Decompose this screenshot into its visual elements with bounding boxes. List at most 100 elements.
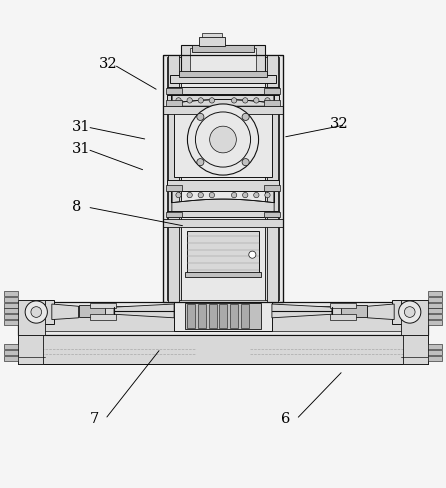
Bar [401, 300, 428, 335]
Bar [163, 55, 283, 302]
Circle shape [198, 98, 203, 103]
Bar [163, 106, 283, 114]
Bar [4, 291, 18, 296]
Bar [187, 304, 195, 328]
Circle shape [249, 251, 256, 258]
Circle shape [254, 98, 259, 103]
Bar [428, 350, 442, 355]
Bar [167, 87, 279, 94]
Text: 31: 31 [72, 142, 91, 156]
Circle shape [198, 192, 203, 198]
Circle shape [25, 301, 47, 323]
Bar [4, 345, 18, 349]
Bar [330, 303, 356, 308]
Circle shape [187, 98, 192, 103]
Polygon shape [172, 191, 274, 213]
Polygon shape [114, 304, 174, 318]
Bar [168, 55, 179, 302]
Bar [185, 303, 261, 329]
Bar [209, 304, 217, 328]
Circle shape [231, 98, 237, 103]
Polygon shape [52, 304, 78, 320]
Polygon shape [172, 95, 274, 106]
Circle shape [176, 98, 181, 103]
Circle shape [209, 98, 215, 103]
Bar [166, 101, 182, 106]
Bar [264, 101, 280, 106]
Circle shape [176, 192, 181, 198]
Circle shape [209, 192, 215, 198]
Bar [428, 303, 442, 307]
Bar [4, 303, 18, 307]
Text: 8: 8 [72, 200, 81, 214]
Bar [166, 211, 182, 217]
Circle shape [31, 306, 41, 317]
Circle shape [210, 126, 236, 153]
Circle shape [197, 113, 204, 121]
Bar [198, 37, 225, 46]
Circle shape [243, 98, 248, 103]
Circle shape [187, 104, 259, 175]
Bar [192, 45, 254, 52]
Bar [264, 88, 280, 94]
Bar [169, 75, 277, 83]
Bar [18, 300, 45, 335]
Bar [163, 55, 283, 302]
Bar [428, 320, 442, 325]
Bar [181, 45, 265, 75]
Bar [241, 304, 249, 328]
Bar [4, 350, 18, 355]
Bar [174, 104, 272, 177]
Bar [428, 297, 442, 302]
Bar [202, 33, 222, 37]
Circle shape [242, 159, 249, 166]
Bar [90, 303, 116, 308]
Bar [267, 55, 278, 302]
Bar [174, 302, 272, 331]
Bar [90, 314, 116, 320]
Bar [187, 231, 259, 275]
Bar [18, 302, 428, 335]
Bar [78, 305, 105, 317]
Bar [167, 180, 279, 191]
Bar [198, 304, 206, 328]
Bar [18, 300, 54, 324]
Bar [4, 320, 18, 325]
Bar [4, 297, 18, 302]
Circle shape [231, 192, 237, 198]
Bar [27, 306, 419, 331]
Bar [18, 335, 428, 364]
Bar [167, 57, 181, 300]
Bar [18, 335, 43, 364]
Bar [219, 304, 227, 328]
Bar [392, 300, 428, 324]
Bar [428, 356, 442, 361]
Circle shape [243, 192, 248, 198]
Text: 7: 7 [90, 412, 99, 426]
Bar [403, 335, 428, 364]
Text: 32: 32 [99, 58, 117, 71]
Bar [265, 57, 279, 300]
Bar [264, 211, 280, 217]
Bar [18, 302, 428, 335]
Circle shape [405, 306, 415, 317]
Bar [166, 185, 182, 191]
Polygon shape [272, 304, 332, 318]
Circle shape [195, 112, 251, 167]
Bar [428, 291, 442, 296]
Text: 6: 6 [281, 412, 290, 426]
Bar [163, 219, 283, 227]
Bar [341, 305, 368, 317]
Bar [230, 304, 238, 328]
Circle shape [265, 98, 270, 103]
Circle shape [265, 192, 270, 198]
Circle shape [187, 192, 192, 198]
Bar [178, 71, 268, 77]
Bar [166, 88, 182, 94]
Bar [4, 314, 18, 319]
Bar [428, 308, 442, 313]
Polygon shape [368, 304, 394, 320]
Text: 31: 31 [72, 120, 91, 134]
Bar [181, 57, 265, 300]
Circle shape [242, 113, 249, 121]
